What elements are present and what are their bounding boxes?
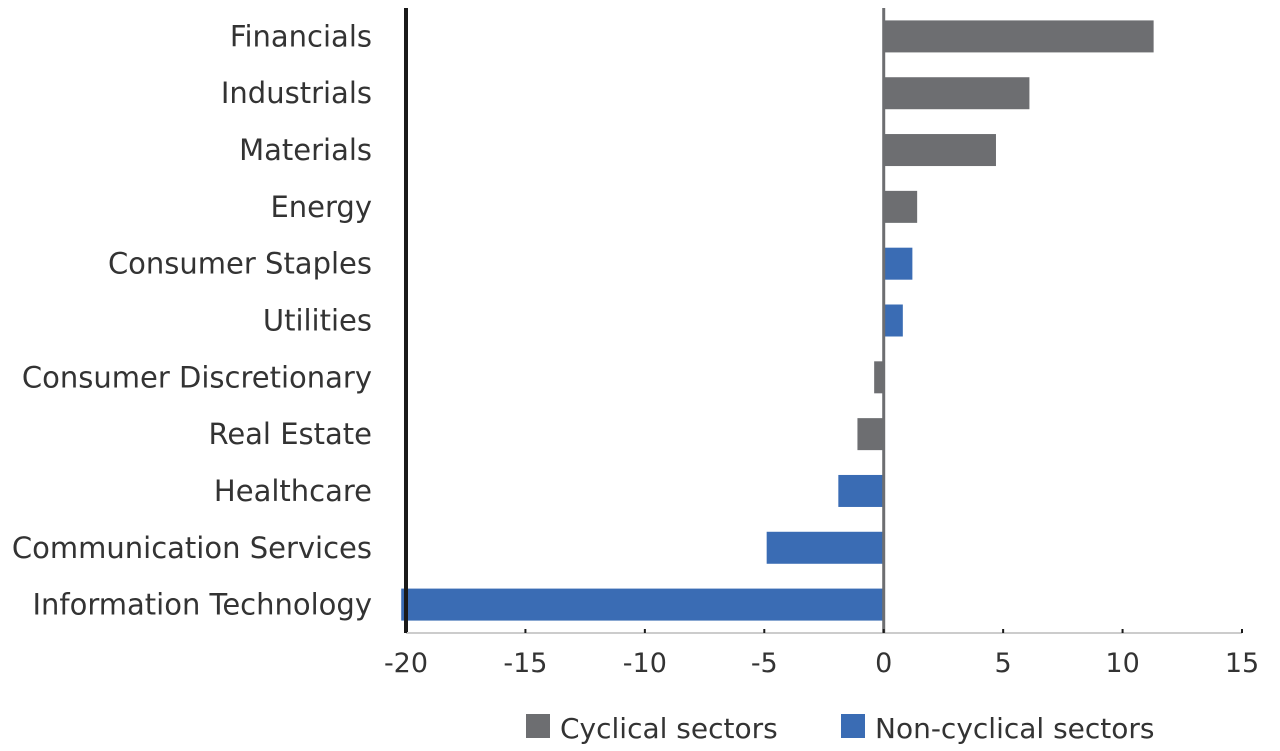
category-label-communication-services: Communication Services	[12, 531, 372, 565]
x-tick-label: 15	[1225, 648, 1259, 679]
bar-financials	[883, 20, 1154, 53]
x-tick-label: 0	[875, 648, 892, 679]
x-tick-label: -5	[751, 648, 778, 679]
bar-healthcare	[838, 474, 884, 507]
bar-industrials	[883, 77, 1030, 110]
bar-real-estate	[857, 418, 884, 451]
bar-information-technology	[401, 588, 884, 621]
x-tick-label: 10	[1105, 648, 1139, 679]
legend-label-non-cyclical: Non-cyclical sectors	[875, 712, 1155, 745]
bars	[401, 20, 1154, 621]
x-tick-label: -15	[503, 648, 547, 679]
category-label-industrials: Industrials	[221, 76, 372, 110]
category-label-utilities: Utilities	[263, 304, 372, 338]
bar-materials	[883, 134, 996, 167]
x-ticks: -20 -15 -10 -5 0 5 10 15	[384, 629, 1259, 679]
bar-utilities	[883, 304, 903, 337]
category-label-consumer-staples: Consumer Staples	[108, 247, 372, 281]
category-label-information-technology: Information Technology	[32, 588, 372, 622]
x-tick-label: -20	[384, 648, 428, 679]
legend-swatch-cyclical	[526, 714, 550, 738]
category-label-real-estate: Real Estate	[208, 417, 372, 451]
x-tick-label: 5	[995, 648, 1012, 679]
legend-swatch-non-cyclical	[841, 714, 865, 738]
legend-label-cyclical: Cyclical sectors	[560, 712, 778, 745]
bar-consumer-discretionary	[874, 361, 884, 394]
category-label-healthcare: Healthcare	[214, 474, 372, 508]
bar-energy	[883, 190, 918, 223]
category-label-financials: Financials	[230, 19, 372, 53]
x-tick-label: -10	[623, 648, 667, 679]
bar-communication-services	[766, 531, 884, 564]
category-label-materials: Materials	[239, 133, 372, 167]
bar-consumer-staples	[883, 247, 913, 280]
category-labels: Financials Industrials Materials Energy Cons…	[12, 19, 372, 621]
category-label-energy: Energy	[270, 190, 372, 224]
legend: Cyclical sectors Non-cyclical sectors	[526, 712, 1155, 745]
category-label-consumer-discretionary: Consumer Discretionary	[22, 360, 372, 394]
